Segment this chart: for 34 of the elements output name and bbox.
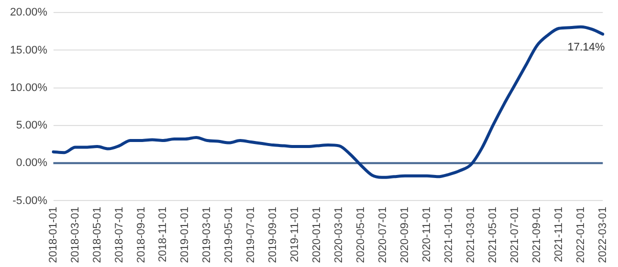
y-tick-label: 5.00%	[16, 120, 48, 132]
x-tick-label: 2021-09-01	[530, 206, 543, 264]
x-tick-label: 2018-03-01	[69, 206, 82, 264]
x-tick-label: 2019-01-01	[179, 206, 192, 264]
y-tick-label: 0.00%	[16, 157, 48, 170]
x-tick-label: 2018-09-01	[135, 206, 148, 264]
x-tick-label: 2020-01-01	[311, 206, 324, 264]
x-tick-label: 2021-01-01	[442, 206, 455, 264]
x-tick-label: 2019-09-01	[267, 206, 280, 264]
x-tick-label: 2018-07-01	[113, 206, 126, 264]
y-tick-label: 15.00%	[10, 44, 48, 56]
x-tick-label: 2019-05-01	[223, 206, 236, 264]
x-tick-label: 2020-09-01	[399, 206, 412, 264]
x-tick-label: 2018-01-01	[47, 206, 60, 264]
x-tick-label: 2019-11-01	[289, 206, 302, 262]
y-tick-label: 10.00%	[10, 82, 48, 94]
x-tick-label: 2021-03-01	[464, 206, 477, 264]
x-tick-label: 2021-05-01	[486, 206, 499, 264]
x-tick-label: 2021-07-01	[508, 206, 521, 264]
x-tick-label: 2022-03-01	[596, 206, 609, 264]
x-tick-label: 2021-11-01	[552, 206, 565, 262]
data-label: 17.14%	[567, 42, 606, 54]
x-tick-label: 2019-03-01	[201, 206, 214, 264]
y-tick-label: -5.00%	[12, 194, 48, 207]
line-series	[52, 25, 604, 179]
y-tick-label: 20.00%	[10, 6, 48, 19]
x-tick-label: 2020-07-01	[377, 206, 390, 264]
x-tick-label: 2019-07-01	[245, 206, 258, 264]
x-tick-label: 2020-11-01	[420, 206, 433, 262]
x-tick-label: 2020-03-01	[333, 206, 346, 264]
x-tick-label: 2020-05-01	[355, 206, 368, 264]
x-tick-label: 2018-05-01	[91, 206, 104, 264]
x-tick-label: 2022-01-01	[574, 206, 587, 264]
x-tick-label: 2018-11-01	[157, 206, 170, 262]
